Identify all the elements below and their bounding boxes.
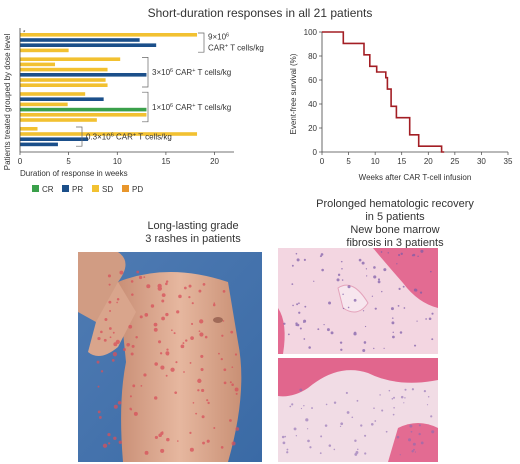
response-bar <box>20 142 58 147</box>
rash-caption-line1: Long-lasting grade <box>147 220 239 232</box>
response-bar <box>20 48 69 53</box>
response-bar <box>20 107 147 112</box>
km-x-tick-label: 5 <box>346 157 351 166</box>
dose-bracket <box>76 126 83 147</box>
response-bar <box>20 78 106 82</box>
swimmer-bars: * <box>20 31 198 147</box>
dose-label: 9×106 <box>208 33 229 42</box>
km-y-tick-label: 60 <box>308 76 317 85</box>
swimmer-x-axis-label: Duration of response in weeks <box>20 169 128 178</box>
swimmer-legend: CR PR SD PD <box>32 185 143 194</box>
response-bar <box>20 62 56 67</box>
response-bar <box>20 83 108 87</box>
response-bar <box>20 92 86 96</box>
swimmer-x-ticks: 0 5 10 15 20 <box>18 152 220 166</box>
dose-label: 0.3×106 CAR+ T cells/kg <box>86 133 172 142</box>
km-x-tick-label: 30 <box>477 157 486 166</box>
marrow-caption-line3: New bone marrow <box>350 224 440 236</box>
dose-label: 3×106 CAR+ T cells/kg <box>152 68 231 77</box>
response-bar <box>20 73 147 77</box>
legend-label: PR <box>72 185 83 194</box>
bar-marker: * <box>23 31 26 37</box>
marrow-photo-top <box>278 248 438 354</box>
km-x-tick-label: 20 <box>424 157 433 166</box>
swimmer-y-axis-label: Patients treated grouped by dose level <box>3 34 12 171</box>
dose-bracket <box>142 91 149 123</box>
response-bar <box>20 137 89 141</box>
dose-label-line2: CAR+ T cells/kg <box>208 44 264 53</box>
response-bar <box>20 57 121 61</box>
rash-caption-line2: 3 rashes in patients <box>145 233 241 245</box>
swimmer-plot: Patients treated grouped by dose level *… <box>3 28 264 178</box>
response-bar <box>20 132 198 136</box>
marrow-caption-line4: fibrosis in 3 patients <box>346 237 444 249</box>
response-bar <box>20 33 198 37</box>
km-curve-plot: Event-free survival (%) 0 5 10 15 20 25 30 35 0 2… <box>289 28 513 182</box>
km-survival-curve <box>322 31 445 153</box>
marrow-caption-line1: Prolonged hematologic recovery <box>316 198 474 210</box>
response-bar <box>20 102 68 107</box>
x-tick-label: 15 <box>161 157 170 166</box>
response-bar <box>20 43 157 47</box>
dose-bracket <box>142 57 149 88</box>
legend-swatch <box>92 185 99 192</box>
response-bar <box>20 38 140 42</box>
response-bar <box>20 97 104 101</box>
marrow-photo-bottom <box>278 358 438 462</box>
km-x-tick-label: 10 <box>371 157 380 166</box>
response-bar <box>20 113 147 117</box>
legend-swatch <box>32 185 39 192</box>
response-bar <box>20 67 108 72</box>
km-x-tick-label: 15 <box>397 157 406 166</box>
marrow-caption-line2: in 5 patients <box>365 211 425 223</box>
x-tick-label: 5 <box>66 157 71 166</box>
dose-bracket <box>198 32 205 53</box>
km-y-tick-label: 80 <box>308 52 317 61</box>
x-tick-label: 20 <box>210 157 219 166</box>
x-tick-label: 0 <box>18 157 23 166</box>
dose-label: 1×106 CAR+ T cells/kg <box>152 103 231 112</box>
rash-caption: Long-lasting grade 3 rashes in patients <box>118 220 268 246</box>
km-ticks: 0 5 10 15 20 25 30 35 0 20 40 60 80 100 <box>304 28 513 166</box>
legend-swatch <box>122 185 129 192</box>
response-bar <box>20 127 38 131</box>
km-x-tick-label: 35 <box>504 157 513 166</box>
km-y-tick-label: 20 <box>308 124 317 133</box>
figure-title: Short-duration responses in all 21 patie… <box>147 6 373 20</box>
km-x-tick-label: 25 <box>450 157 459 166</box>
response-bar <box>20 118 97 122</box>
km-y-tick-label: 100 <box>304 28 318 37</box>
km-y-tick-label: 40 <box>308 100 317 109</box>
x-tick-label: 10 <box>113 157 122 166</box>
legend-label: PD <box>132 185 143 194</box>
km-y-tick-label: 0 <box>313 148 318 157</box>
km-y-axis-label: Event-free survival (%) <box>289 53 298 134</box>
km-x-axis-label: Weeks after CAR T-cell infusion <box>359 173 472 182</box>
marrow-caption: Prolonged hematologic recovery in 5 pati… <box>270 198 520 250</box>
legend-swatch <box>62 185 69 192</box>
km-x-tick-label: 0 <box>320 157 325 166</box>
legend-label: SD <box>102 185 113 194</box>
rash-photo <box>78 252 262 462</box>
legend-label: CR <box>42 185 54 194</box>
dose-brackets: 9×106 CAR+ T cells/kg 3×106 CAR+ T cells/k… <box>76 33 264 147</box>
